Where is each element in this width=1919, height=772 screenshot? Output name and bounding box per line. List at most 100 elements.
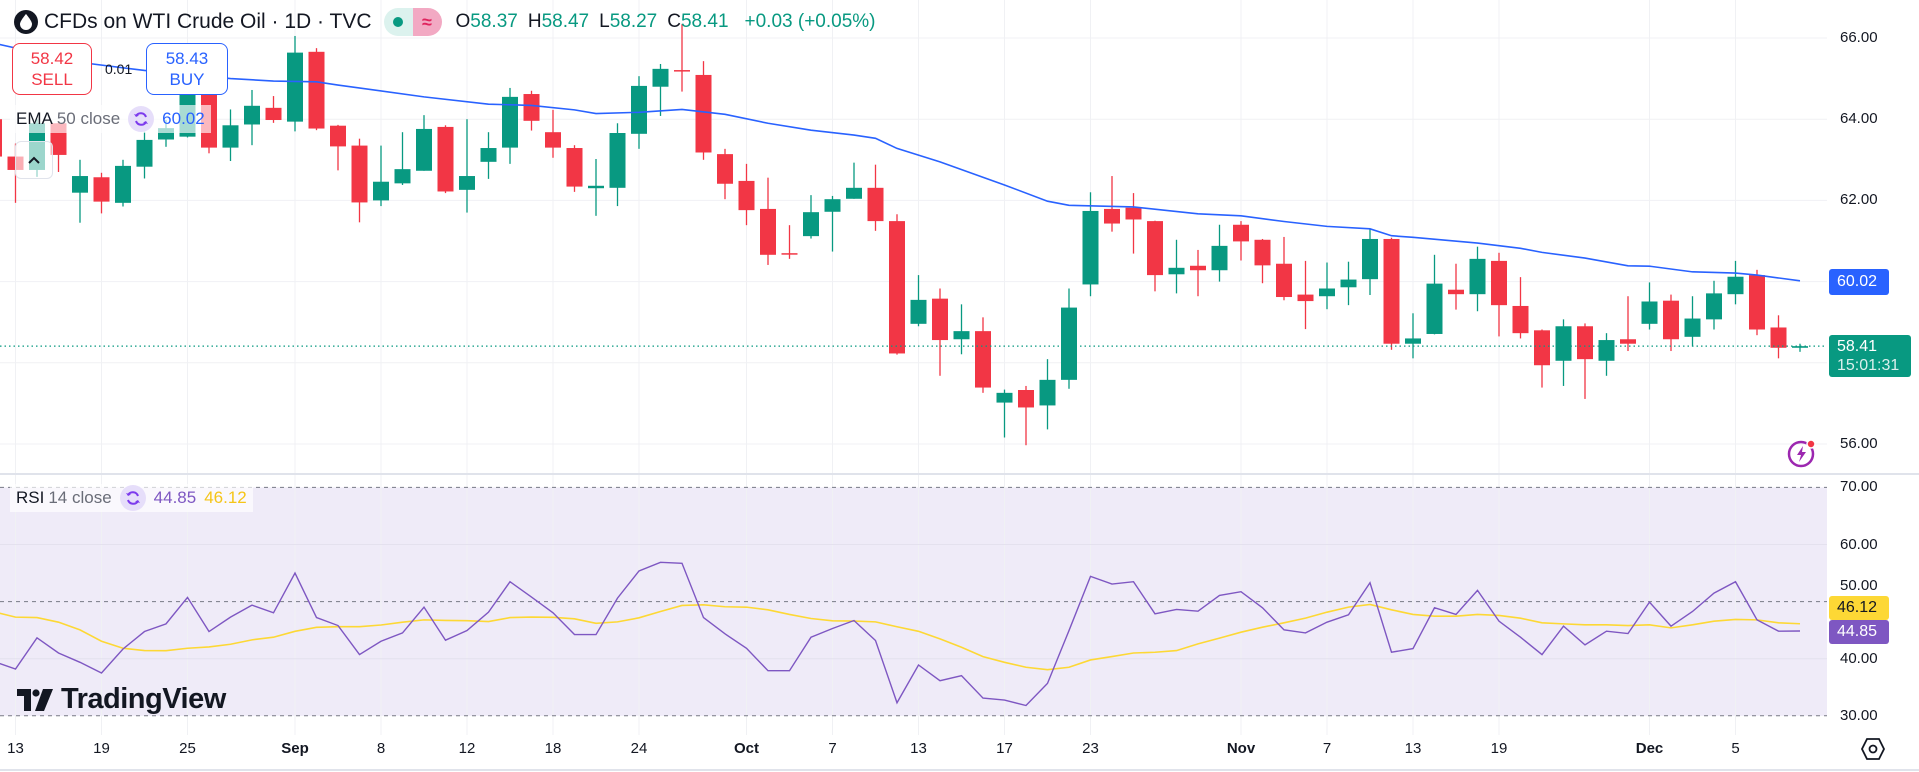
- high-label: H: [527, 11, 542, 32]
- rsi-ma-tag: 46.12: [1829, 596, 1889, 620]
- candle: [1147, 220, 1163, 292]
- candle: [803, 195, 819, 239]
- open-value: 58.37: [470, 11, 518, 32]
- ema-line: [0, 43, 1801, 282]
- candle: [674, 24, 690, 92]
- time-axis-label: 23: [1082, 740, 1099, 757]
- candle: [1211, 224, 1228, 282]
- buy-button[interactable]: 58.43 BUY: [146, 43, 228, 95]
- candle: [1577, 323, 1593, 399]
- candle-body: [158, 128, 174, 140]
- candle-body: [1620, 339, 1636, 344]
- rsi-axis-label: 30.00: [1840, 706, 1878, 724]
- candle-body: [996, 392, 1013, 403]
- refresh-icon[interactable]: [119, 485, 146, 511]
- time-axis-label: 13: [1404, 740, 1422, 757]
- candle: [1405, 313, 1421, 359]
- candle-body: [1297, 294, 1314, 302]
- candle: [1469, 246, 1486, 312]
- candle-body: [1534, 330, 1550, 366]
- candle: [1018, 385, 1034, 446]
- candle: [975, 317, 991, 393]
- candle-body: [1276, 263, 1292, 298]
- candle: [1082, 192, 1099, 297]
- candle-body: [889, 221, 905, 354]
- close-label: C: [667, 11, 681, 32]
- candle: [1770, 315, 1787, 359]
- candle: [287, 35, 303, 132]
- candle: [717, 148, 733, 200]
- candle: [523, 90, 540, 131]
- rsi-ma-value: 46.12: [204, 488, 247, 507]
- candle: [824, 195, 841, 252]
- rsi-axis-label: 50.00: [1840, 577, 1878, 594]
- candle-body: [1555, 326, 1572, 361]
- candle: [72, 159, 88, 223]
- candle: [1706, 280, 1722, 330]
- rsi-ma-line: [0, 603, 1801, 671]
- candle: [1727, 260, 1744, 305]
- candle: [308, 48, 325, 131]
- candle-body: [1426, 283, 1443, 334]
- rsi-params: 14 close: [48, 488, 112, 507]
- candle: [867, 164, 884, 231]
- candle: [416, 115, 432, 171]
- sell-price: 58.42: [30, 49, 74, 68]
- candle: [609, 123, 626, 207]
- candle: [1319, 262, 1335, 310]
- candle: [1620, 296, 1636, 352]
- open-label: O: [455, 11, 471, 32]
- rsi-value: 44.85: [153, 488, 197, 507]
- sell-button[interactable]: 58.42 SELL: [12, 43, 92, 95]
- lightning-alert-icon[interactable]: [1787, 438, 1817, 468]
- time-axis-label: 8: [376, 740, 386, 757]
- candle: [222, 109, 239, 162]
- approx-icon[interactable]: ≈: [412, 8, 442, 36]
- candle: [115, 159, 131, 207]
- settings-icon[interactable]: [1860, 736, 1886, 762]
- candle-body: [1254, 239, 1271, 266]
- candle-body: [1491, 260, 1507, 306]
- candle: [1297, 260, 1314, 330]
- collapse-legend-button[interactable]: [15, 141, 53, 179]
- candle-body: [1018, 390, 1034, 408]
- candle: [588, 158, 604, 216]
- candle: [1663, 294, 1679, 352]
- candle: [1125, 193, 1142, 254]
- rsi-ma-tag-value: 46.12: [1837, 599, 1878, 616]
- bar-countdown: 15:01:31: [1837, 357, 1900, 374]
- candle-body: [717, 154, 733, 184]
- time-axis-label: 7: [1322, 740, 1332, 757]
- time-axis-label: Nov: [1226, 740, 1256, 757]
- candle: [1641, 282, 1658, 330]
- candle: [1254, 238, 1271, 284]
- candle-body: [910, 299, 927, 324]
- candle-body: [351, 145, 368, 203]
- price-axis-label: 62.00: [1840, 191, 1878, 209]
- symbol-header: CFDs on WTI Crude Oil · 1D · TVC ≈ O58.3…: [14, 6, 876, 38]
- ema-legend[interactable]: EMA 50 close 60.02: [10, 105, 211, 133]
- candle-body: [416, 128, 432, 171]
- candle-body: [1082, 210, 1099, 285]
- candle: [244, 89, 260, 146]
- market-status-pill[interactable]: ≈: [383, 8, 442, 36]
- candle: [1491, 252, 1507, 337]
- candles: [0, 24, 1808, 446]
- rsi-legend[interactable]: RSI 14 close 44.85 46.12: [10, 484, 253, 512]
- candle-body: [1469, 258, 1486, 295]
- candle: [0, 119, 2, 157]
- candle-body: [1383, 238, 1400, 344]
- sell-label: SELL: [31, 70, 73, 89]
- candle-body: [480, 148, 497, 162]
- candle: [1276, 236, 1292, 301]
- refresh-icon[interactable]: [128, 106, 155, 132]
- symbol-title[interactable]: CFDs on WTI Crude Oil · 1D · TVC: [44, 10, 372, 33]
- last-price-tag: 58.41 15:01:31: [1829, 335, 1911, 377]
- tradingview-logo[interactable]: TradingView: [17, 683, 226, 716]
- candle: [480, 132, 497, 179]
- market-open-dot-icon[interactable]: [383, 8, 413, 36]
- candle-body: [738, 180, 755, 211]
- ema-name: EMA: [16, 109, 53, 128]
- candle-body: [523, 94, 540, 121]
